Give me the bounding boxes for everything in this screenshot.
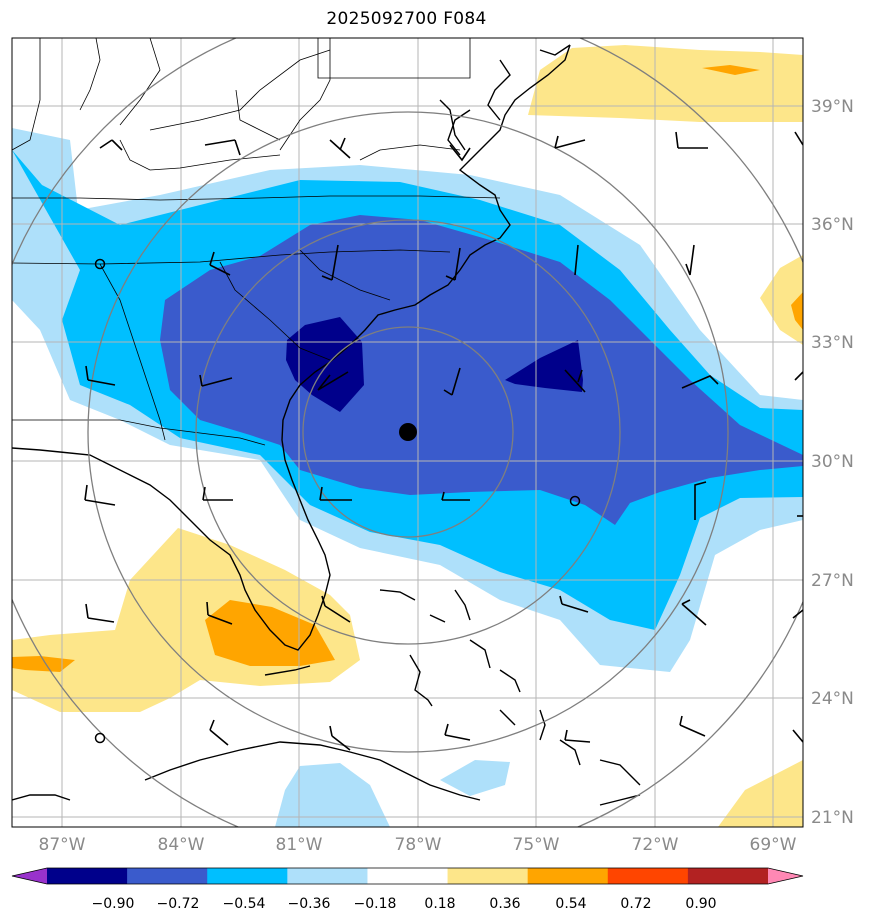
range-rings [12, 38, 803, 827]
colorbar-segment [447, 868, 529, 884]
contour-orange-gulf [205, 600, 335, 666]
lon-label: 81°W [276, 835, 323, 855]
colorbar-segment [127, 868, 208, 884]
contour-yellow-se [718, 760, 803, 827]
lon-label: 87°W [39, 835, 86, 855]
map-area [12, 38, 803, 827]
colorbar-segment [768, 868, 803, 884]
colorbar-tick-label: −0.18 [354, 896, 397, 912]
colorbar-tick-label: −0.54 [223, 896, 266, 912]
contour-light-blue-cuba [275, 763, 390, 827]
colorbar-segment [687, 868, 769, 884]
map-frame [11, 37, 804, 828]
colorbar-tick-label: 0.90 [685, 896, 716, 912]
contour-orange-west [12, 656, 75, 672]
contour-navy-east [505, 340, 583, 392]
colorbar-segment [47, 868, 128, 884]
contour-yellow-east [760, 255, 803, 345]
wind-barbs [84, 131, 803, 751]
contour-light-blue-bahamas [440, 760, 510, 796]
calm-marker [94, 258, 106, 270]
longitude-labels: 87°W 84°W 81°W 78°W 75°W 72°W 69°W [39, 835, 797, 855]
colorbar-segment [607, 868, 689, 884]
colorbar-tick-label: −0.72 [157, 896, 200, 912]
lon-label: 78°W [395, 835, 442, 855]
contour-royal-blue [160, 215, 803, 525]
lat-label: 36°N [811, 215, 854, 235]
lon-label: 69°W [750, 835, 797, 855]
colorbar-segment [367, 868, 449, 884]
colorbar-tick-label: −0.90 [92, 896, 135, 912]
colorbar-tick-labels: −0.90 −0.72 −0.54 −0.36 −0.18 0.18 0.36 … [92, 896, 717, 912]
contour-orange-ne [702, 65, 760, 75]
lon-label: 72°W [632, 835, 679, 855]
calm-marker [569, 495, 581, 507]
colorbar-tick-label: 0.54 [555, 896, 586, 912]
latitude-labels: 39°N 36°N 33°N 30°N 27°N 24°N 21°N [811, 97, 854, 828]
colorbar-segment [207, 868, 288, 884]
colorbar-tick-label: 0.72 [620, 896, 651, 912]
colorbar-tick-label: −0.36 [288, 896, 331, 912]
lat-label: 27°N [811, 571, 854, 591]
map-title: 2025092700 F084 [326, 9, 487, 29]
lat-label: 30°N [811, 452, 854, 472]
lat-label: 39°N [811, 97, 854, 117]
contour-orange-east [791, 292, 803, 330]
lat-label: 21°N [811, 808, 854, 828]
lon-label: 84°W [158, 835, 205, 855]
colorbar-outline [11, 867, 804, 885]
contour-yellow-ne [528, 45, 803, 122]
graticule [12, 38, 803, 827]
colorbar-tick-label: 0.18 [424, 896, 455, 912]
lon-label: 75°W [513, 835, 560, 855]
lat-label: 24°N [811, 689, 854, 709]
colorbar-tick-label: 0.36 [489, 896, 520, 912]
colorbar-segment [527, 868, 609, 884]
colorbar-segment [12, 868, 47, 884]
calm-marker [94, 732, 106, 744]
lat-label: 33°N [811, 333, 854, 353]
storm-center-marker [399, 423, 417, 441]
colorbar-segment [287, 868, 368, 884]
colorbar [11, 867, 804, 885]
coastline [12, 44, 641, 806]
state-boundaries [12, 38, 501, 446]
